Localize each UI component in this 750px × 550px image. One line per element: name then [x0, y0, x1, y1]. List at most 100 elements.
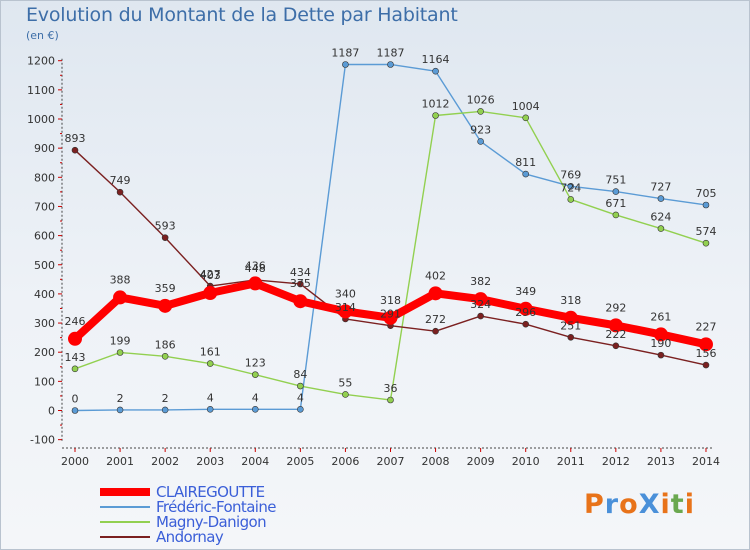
- data-point-frederic-fontaine: [206, 406, 214, 413]
- data-point-clairegoutte: [158, 298, 173, 313]
- legend-item-magny-danigon: Magny-Danigon: [100, 513, 276, 531]
- x-tick-label: 2004: [241, 455, 269, 468]
- data-label-andornay: 324: [470, 298, 491, 311]
- data-label-frederic-fontaine: 1187: [376, 46, 404, 59]
- data-point-clairegoutte: [608, 318, 623, 333]
- data-point-magny-danigon: [206, 360, 214, 367]
- y-tick-label: 100: [34, 375, 55, 388]
- x-tick-label: 2012: [602, 455, 630, 468]
- data-point-clairegoutte: [203, 286, 218, 301]
- data-label-clairegoutte: 402: [425, 269, 446, 282]
- data-label-clairegoutte: 349: [515, 285, 536, 298]
- data-point-magny-danigon: [116, 349, 124, 356]
- data-label-andornay: 749: [110, 174, 131, 187]
- y-tick-label: 200: [34, 346, 55, 359]
- logo-letter: i: [660, 489, 671, 520]
- data-label-clairegoutte: 292: [605, 301, 626, 314]
- data-label-clairegoutte: 388: [110, 273, 131, 286]
- y-tick-label: 0: [48, 405, 55, 418]
- data-label-frederic-fontaine: 751: [605, 174, 626, 187]
- x-tick-label: 2002: [151, 455, 179, 468]
- data-label-clairegoutte: 340: [335, 287, 356, 300]
- data-label-frederic-fontaine: 811: [515, 156, 536, 169]
- y-tick-label: 800: [34, 171, 55, 184]
- x-tick-label: 2010: [512, 455, 540, 468]
- data-label-andornay: 296: [515, 306, 536, 319]
- data-point-clairegoutte: [473, 292, 488, 307]
- data-point-magny-danigon: [387, 396, 394, 404]
- logo-letter: i: [684, 489, 695, 520]
- data-label-magny-danigon: 574: [695, 225, 716, 238]
- legend-label: Frédéric-Fontaine: [156, 497, 277, 516]
- y-tick-label: -100: [30, 434, 55, 447]
- data-label-magny-danigon: 55: [338, 376, 352, 389]
- legend-swatch: [100, 520, 150, 523]
- data-label-frederic-fontaine: 2: [117, 392, 124, 405]
- data-point-frederic-fontaine: [387, 61, 394, 68]
- data-label-magny-danigon: 143: [65, 351, 86, 364]
- data-point-andornay: [432, 327, 439, 335]
- data-point-clairegoutte: [428, 286, 443, 301]
- data-point-clairegoutte: [383, 310, 398, 325]
- y-tick-label: 500: [34, 259, 55, 272]
- data-point-frederic-fontaine: [567, 183, 575, 190]
- data-label-frederic-fontaine: 0: [72, 393, 79, 406]
- data-point-clairegoutte: [113, 290, 128, 305]
- data-point-frederic-fontaine: [116, 406, 124, 414]
- data-label-andornay: 448: [245, 262, 266, 275]
- logo-letter: r: [604, 489, 620, 520]
- data-label-frederic-fontaine: 769: [560, 168, 581, 181]
- data-point-clairegoutte: [68, 331, 82, 346]
- data-label-clairegoutte: 403: [200, 269, 221, 282]
- chart-legend: CLAIREGOUTTE Frédéric-Fontaine Magny-Danig…: [100, 482, 277, 546]
- data-point-andornay: [657, 351, 665, 359]
- x-tick-label: 2008: [422, 455, 450, 468]
- legend-item-frederic-fontaine: Frédéric-Fontaine: [100, 497, 277, 516]
- proxiti-logo: ProXiti: [584, 489, 695, 520]
- data-point-andornay: [297, 280, 304, 288]
- data-point-frederic-fontaine: [71, 407, 79, 414]
- data-point-magny-danigon: [567, 196, 575, 203]
- data-point-frederic-fontaine: [161, 406, 169, 414]
- data-point-frederic-fontaine: [522, 170, 530, 178]
- data-label-frederic-fontaine: 1164: [422, 53, 450, 66]
- data-point-clairegoutte: [248, 276, 263, 291]
- legend-swatch: [100, 487, 150, 496]
- data-point-clairegoutte: [518, 301, 533, 316]
- data-point-andornay: [702, 361, 710, 369]
- data-label-frederic-fontaine: 4: [297, 391, 304, 404]
- data-label-magny-danigon: 724: [560, 181, 581, 194]
- legend-label: Andornay: [156, 527, 224, 546]
- data-label-andornay: 434: [290, 266, 311, 279]
- data-point-magny-danigon: [612, 211, 620, 219]
- data-point-frederic-fontaine: [477, 138, 484, 145]
- data-point-magny-danigon: [657, 225, 665, 232]
- data-point-andornay: [477, 312, 484, 320]
- y-tick-label: 400: [34, 288, 55, 301]
- data-point-andornay: [567, 334, 575, 341]
- data-point-frederic-fontaine: [251, 406, 259, 413]
- data-label-andornay: 593: [155, 220, 176, 233]
- logo-letter: P: [584, 489, 605, 520]
- data-point-andornay: [71, 146, 79, 154]
- x-tick-label: 2009: [467, 455, 495, 468]
- data-point-magny-danigon: [342, 391, 349, 398]
- data-point-frederic-fontaine: [432, 67, 439, 75]
- x-tick-label: 2006: [331, 455, 359, 468]
- data-label-magny-danigon: 186: [155, 338, 176, 351]
- data-label-clairegoutte: 246: [65, 315, 86, 328]
- data-label-clairegoutte: 261: [650, 310, 671, 323]
- chart-title: Evolution du Montant de la Dette par Hab…: [26, 4, 458, 26]
- data-point-frederic-fontaine: [297, 406, 304, 413]
- legend-label: CLAIREGOUTTE: [156, 482, 265, 501]
- data-point-clairegoutte: [698, 337, 713, 352]
- data-label-clairegoutte: 318: [380, 294, 401, 307]
- data-point-clairegoutte: [293, 294, 308, 309]
- x-tick-label: 2005: [286, 455, 314, 468]
- data-label-magny-danigon: 36: [383, 382, 397, 395]
- logo-letter: o: [619, 489, 639, 520]
- data-label-andornay: 156: [695, 347, 716, 360]
- data-label-magny-danigon: 123: [245, 357, 266, 370]
- y-tick-label: 600: [34, 230, 55, 243]
- data-point-frederic-fontaine: [612, 188, 620, 195]
